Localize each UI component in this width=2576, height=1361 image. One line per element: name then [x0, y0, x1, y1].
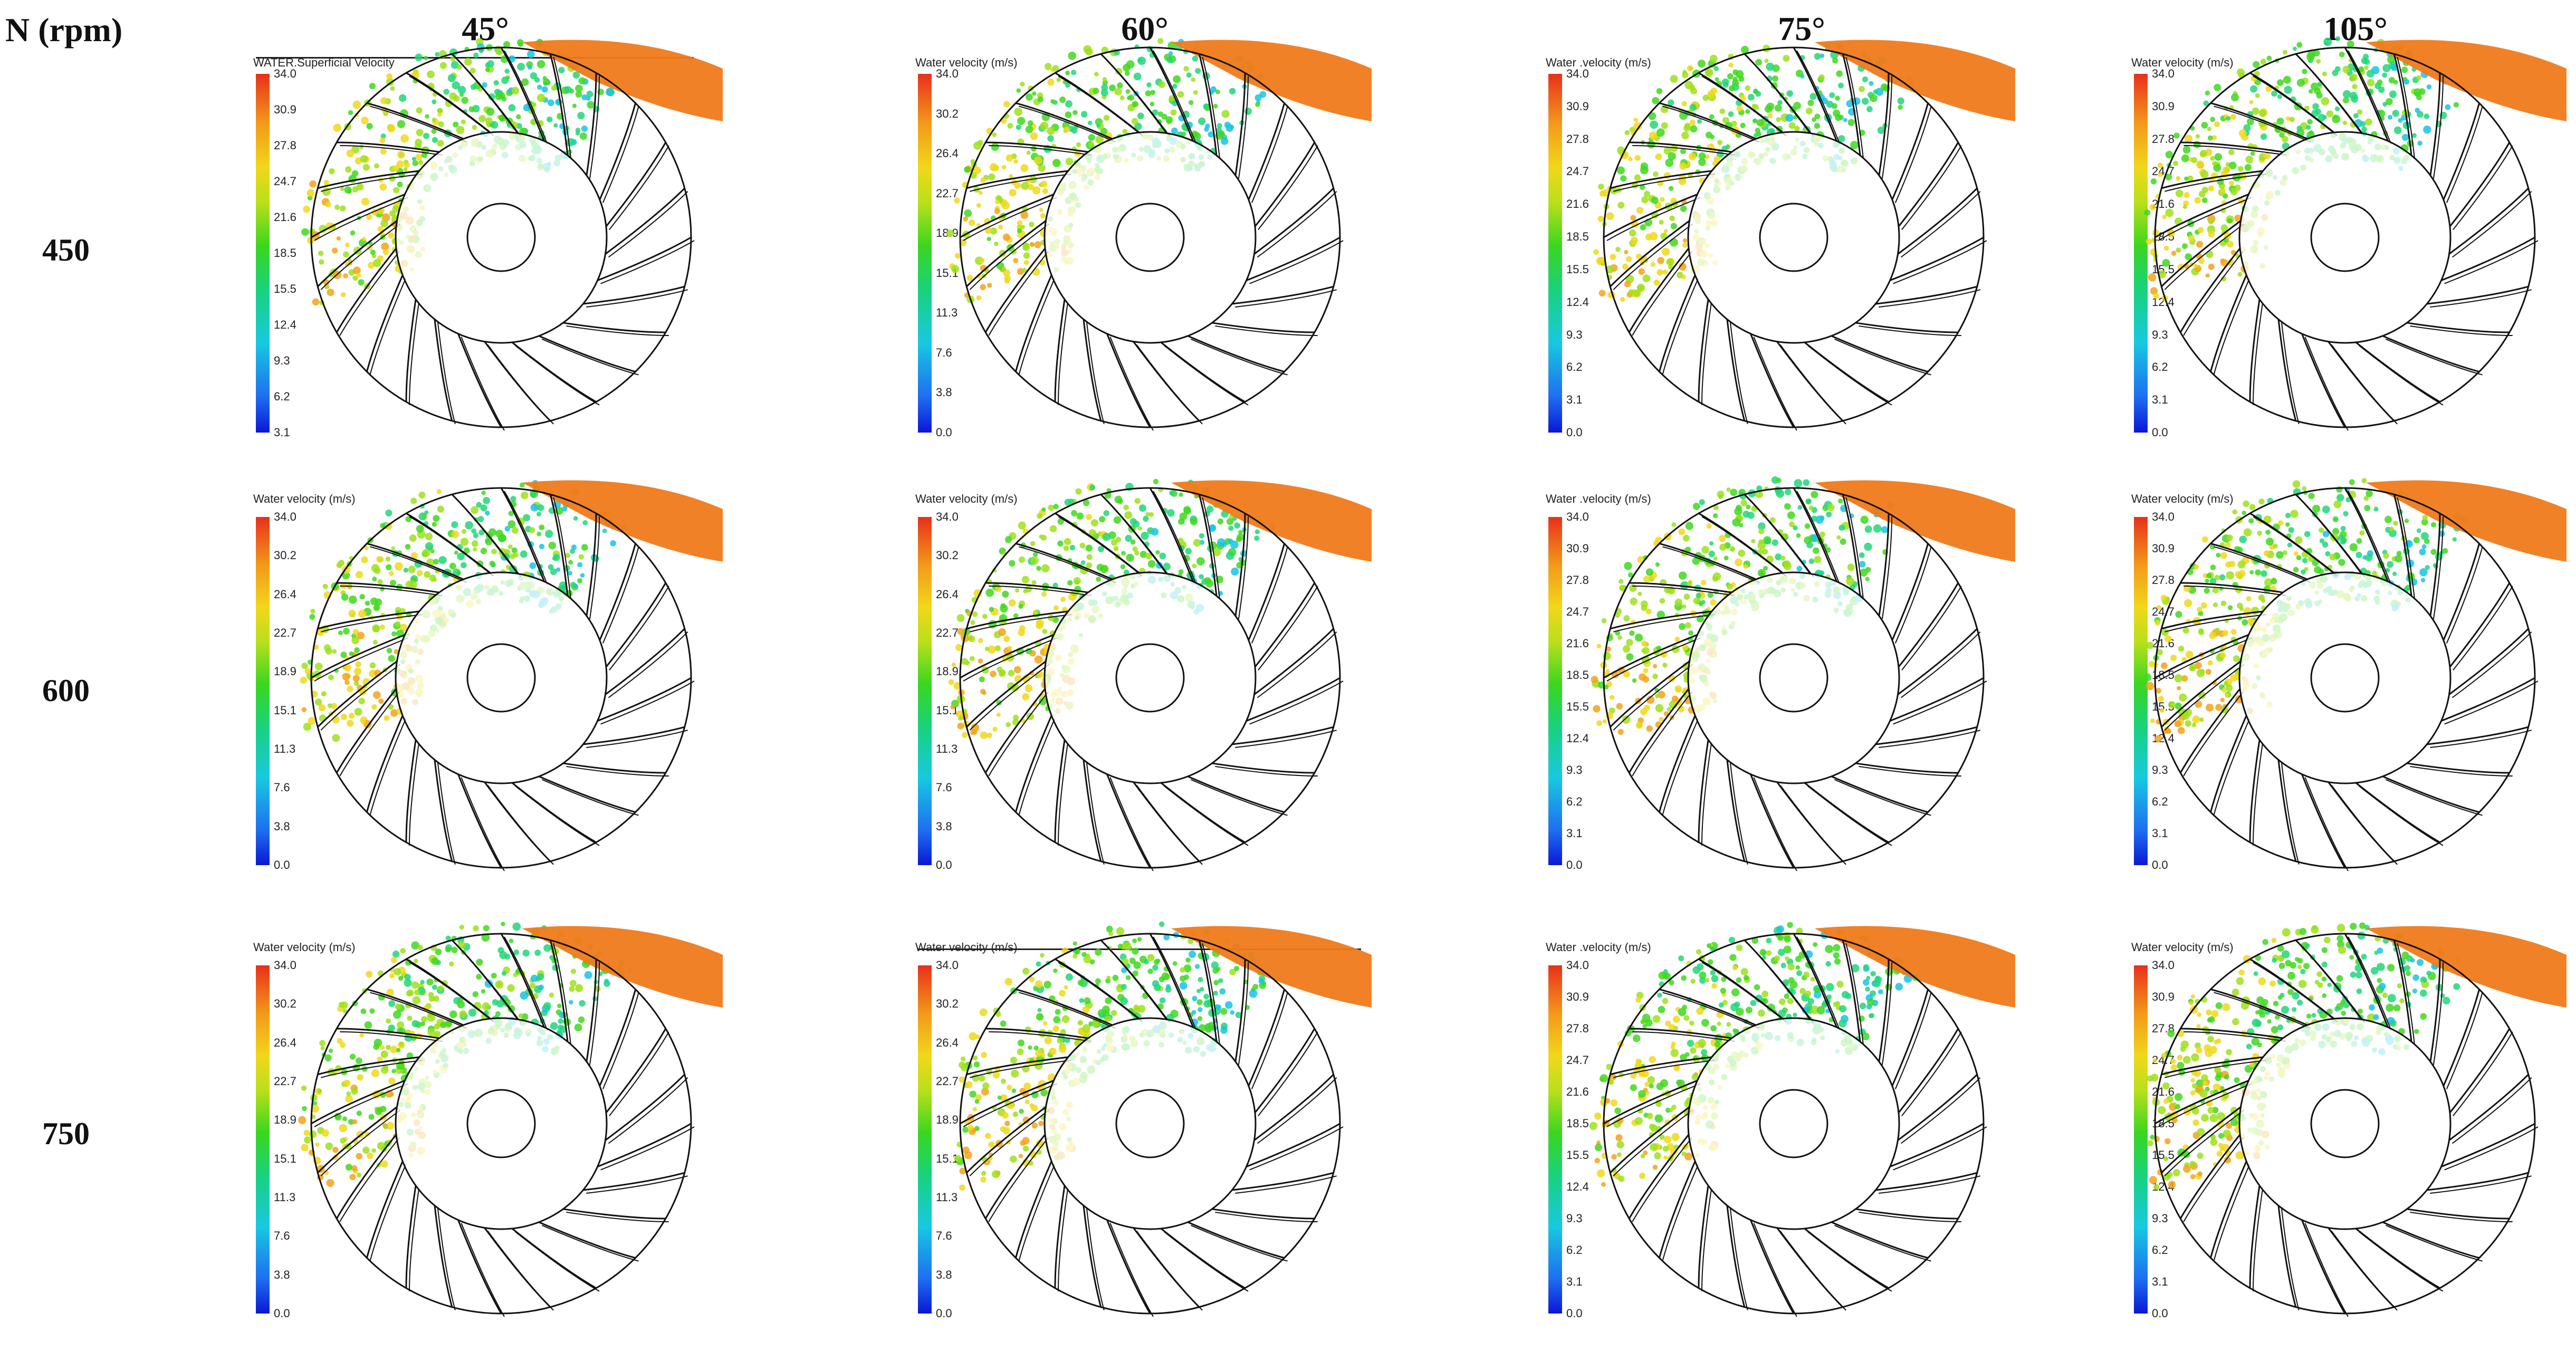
turbine-velocity-plot [913, 440, 1387, 915]
nozzle-jet [1815, 40, 2015, 121]
nozzle-jet [2366, 926, 2567, 1008]
nozzle-jet [1171, 926, 1372, 1008]
runner-hub [1760, 204, 1827, 271]
nozzle-jet [522, 481, 723, 562]
runner-hub [467, 1090, 535, 1157]
runner-hub [2311, 1090, 2379, 1157]
turbine-velocity-plot [2108, 886, 2576, 1361]
turbine-velocity-plot [264, 440, 739, 915]
runner-hub [1116, 1090, 1184, 1157]
runner-hub [2311, 204, 2379, 271]
row-label-600: 600 [42, 673, 90, 709]
turbine-velocity-plot [1556, 0, 2031, 475]
turbine-velocity-plot [2108, 440, 2576, 915]
runner-hub [467, 204, 535, 271]
row-label-450: 450 [42, 232, 90, 269]
runner-hub [1116, 204, 1184, 271]
nozzle-jet [522, 40, 723, 121]
runner-hub [1116, 644, 1184, 712]
turbine-velocity-plot [264, 886, 739, 1361]
nozzle-jet [1171, 481, 1372, 562]
runner-hub [1760, 1090, 1827, 1157]
turbine-velocity-plot [2108, 0, 2576, 475]
row-label-750: 750 [42, 1116, 90, 1152]
turbine-velocity-plot [1556, 440, 2031, 915]
runner-hub [2311, 644, 2379, 712]
turbine-velocity-plot [1556, 886, 2031, 1361]
turbine-velocity-plot [264, 0, 739, 475]
turbine-velocity-plot [913, 0, 1387, 475]
runner-hub [467, 644, 535, 712]
nozzle-jet [1815, 481, 2015, 562]
nozzle-jet [1171, 40, 1372, 121]
runner-hub [1760, 644, 1827, 712]
row-header-label: N (rpm) [5, 11, 122, 50]
turbine-velocity-plot [913, 886, 1387, 1361]
